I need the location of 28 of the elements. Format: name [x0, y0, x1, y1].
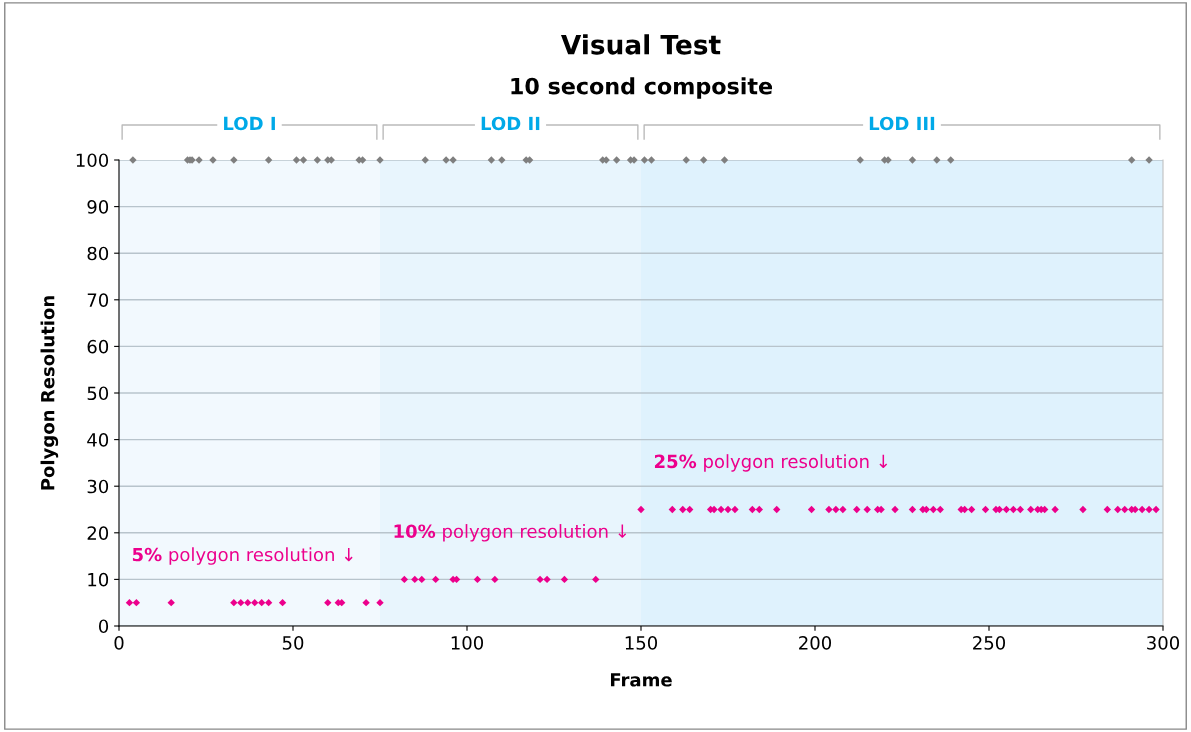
y-tick-label: 80 — [87, 246, 109, 261]
annotation: 25% polygon resolution ↓ — [654, 454, 888, 472]
band-label: LOD III — [869, 116, 935, 131]
y-tick-label: 0 — [98, 619, 109, 634]
x-tick-label: 300 — [1147, 636, 1180, 650]
y-tick-label: 40 — [87, 433, 109, 447]
y-tick-label: 20 — [87, 526, 109, 540]
y-tick-label: 90 — [87, 200, 109, 214]
annotation: 10% polygon resolution ↓ — [394, 524, 627, 542]
band-label: LOD II — [481, 116, 540, 131]
x-tick-label: 50 — [282, 636, 304, 650]
y-tick-label: 50 — [87, 386, 109, 401]
x-tick-label: 100 — [451, 636, 484, 650]
x-axis-title: Frame — [610, 673, 672, 687]
y-tick-label: 10 — [88, 572, 109, 587]
annotation: 5% polygon resolution ↓ — [132, 547, 353, 565]
x-tick-label: 200 — [799, 636, 832, 650]
y-axis-title: Polygon Resolution — [40, 296, 59, 490]
y-tick-label: 60 — [87, 339, 109, 354]
band-label: LOD I — [224, 116, 275, 131]
y-tick-label: 100 — [76, 153, 109, 168]
chart-subtitle: 10 second composite — [511, 77, 773, 99]
y-tick-label: 30 — [87, 479, 109, 494]
x-tick-label: 0 — [114, 636, 124, 650]
y-tick-label: 70 — [87, 293, 109, 307]
x-tick-label: 250 — [973, 636, 1006, 650]
x-tick-label: 150 — [625, 636, 658, 650]
chart-title: Visual Test — [561, 34, 721, 55]
